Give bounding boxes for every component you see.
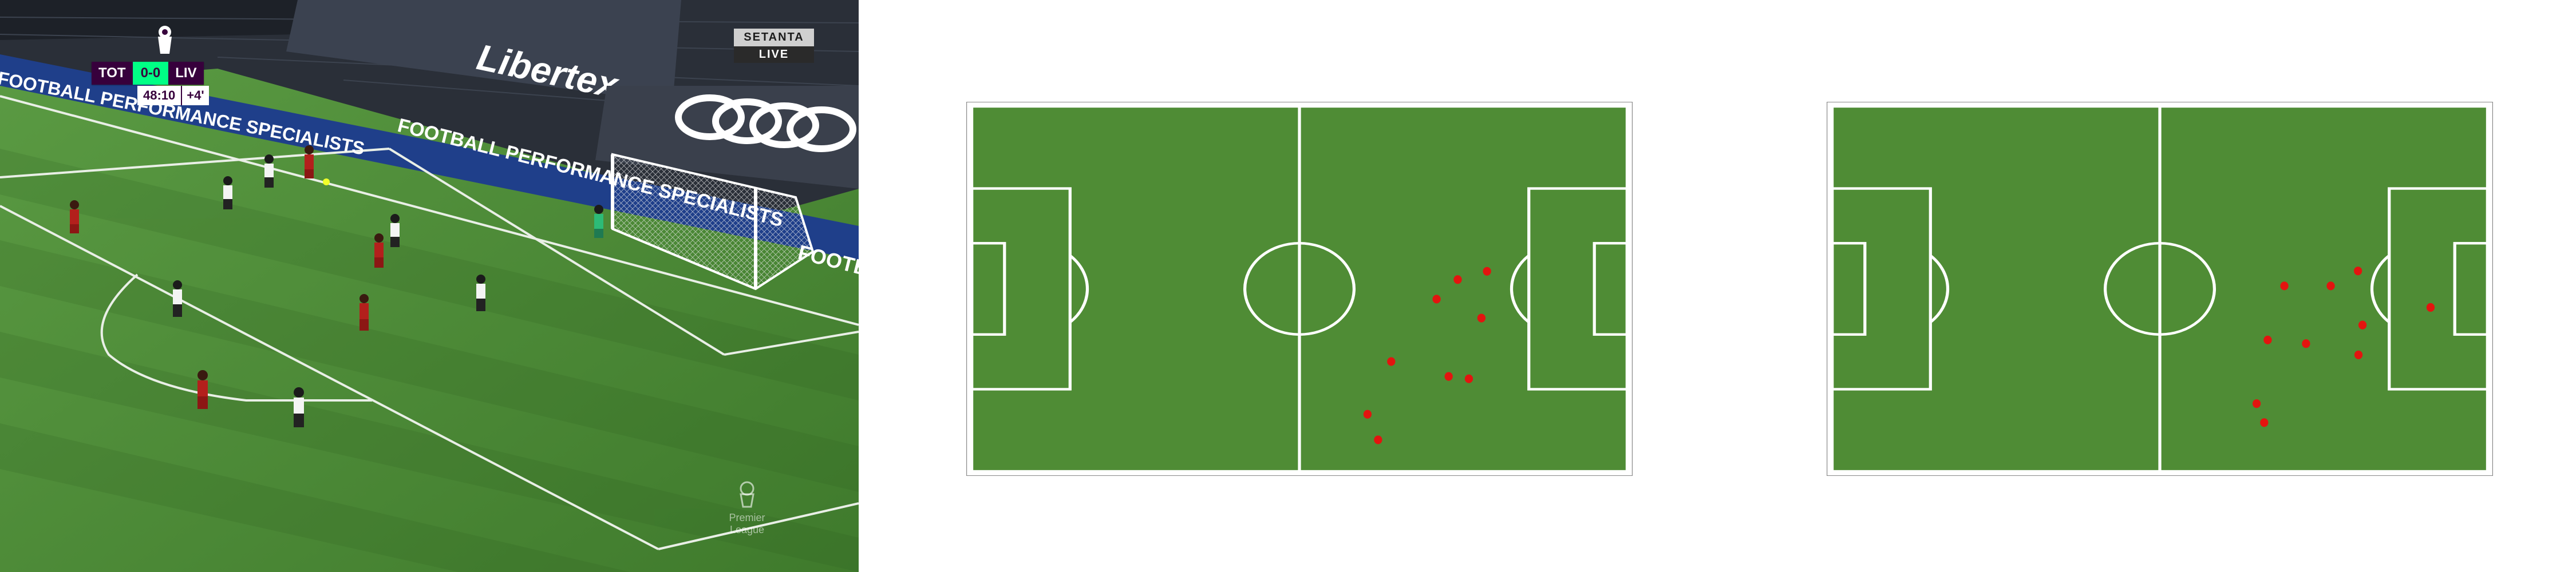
broadcaster-live: LIVE — [734, 46, 814, 63]
player-marker — [1483, 267, 1491, 276]
scoreboard: TOT 0-0 LIV — [92, 62, 204, 85]
player-away — [374, 233, 384, 268]
player-marker — [2326, 281, 2335, 291]
added-time: +4' — [181, 86, 209, 105]
player-marker — [2353, 267, 2362, 276]
player-markers — [1363, 267, 1491, 444]
ball — [323, 178, 330, 185]
player-marker — [2426, 303, 2435, 312]
league-watermark: Premier League — [727, 480, 767, 536]
goalkeeper — [594, 205, 603, 238]
clock-time: 48:10 — [137, 86, 181, 105]
player-markers — [2252, 267, 2435, 427]
player-marker — [1432, 295, 1441, 304]
player-marker — [1464, 374, 1473, 383]
player-marker — [1453, 275, 1462, 284]
broadcaster-logo: SETANTA LIVE — [734, 29, 814, 63]
player-marker — [2302, 339, 2310, 348]
player-home — [476, 275, 485, 311]
libertex-board — [286, 0, 681, 103]
players-away — [70, 145, 384, 409]
goal — [611, 153, 815, 291]
player-marker — [1374, 435, 1382, 444]
player-marker — [1387, 357, 1396, 366]
match-clock: 48:10 +4' — [137, 86, 209, 105]
player-marker — [2358, 320, 2367, 329]
player-home — [390, 214, 400, 247]
player-marker — [1477, 313, 1486, 323]
pitch-map-left — [966, 102, 1633, 476]
player-marker — [2260, 418, 2269, 427]
player-away — [359, 294, 369, 331]
player-marker — [1444, 372, 1453, 381]
player-home — [223, 176, 232, 209]
player-home — [264, 154, 274, 188]
player-marker — [1363, 410, 1372, 419]
player-away — [305, 145, 314, 178]
broadcast-scene: Libertex — [0, 0, 859, 572]
player-home — [294, 387, 304, 427]
pitch-map-right — [1827, 102, 2493, 476]
player-home — [173, 280, 182, 317]
pitch-lines — [1830, 105, 2490, 473]
player-marker — [2354, 350, 2363, 359]
player-away — [197, 370, 208, 409]
score: 0-0 — [132, 62, 169, 85]
premier-league-lion-icon — [158, 26, 172, 54]
broadcast-pitch-lines — [0, 95, 859, 550]
league-watermark-icon — [740, 481, 754, 508]
player-away — [70, 200, 79, 233]
broadcaster-name: SETANTA — [734, 29, 814, 46]
mowing-stripes — [0, 149, 859, 572]
pitch-lines — [970, 105, 1629, 473]
away-team: LIV — [168, 62, 204, 85]
player-marker — [2280, 281, 2289, 291]
players-home — [173, 154, 485, 427]
broadcast-frame: Libertex — [0, 0, 859, 572]
stand-upper — [0, 0, 343, 40]
audi-rings-icon — [675, 94, 856, 152]
player-marker — [2252, 399, 2261, 408]
player-marker — [2263, 335, 2272, 344]
home-team: TOT — [92, 62, 133, 85]
league-watermark-text: Premier League — [729, 512, 765, 535]
